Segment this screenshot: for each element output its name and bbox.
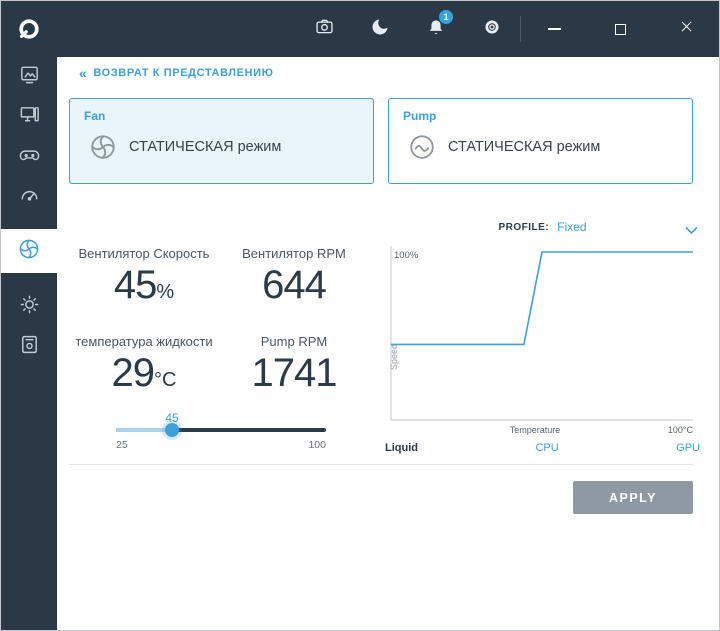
- minimize-button[interactable]: [521, 1, 587, 57]
- gear-icon: [482, 17, 502, 42]
- sidebar-item-lighting[interactable]: [1, 287, 57, 327]
- notifications-button[interactable]: 1: [408, 1, 464, 57]
- sidebar-nav: [1, 57, 57, 630]
- gallery-monitor-icon: [18, 63, 41, 91]
- tab-liquid[interactable]: Liquid: [385, 442, 418, 454]
- settings-button[interactable]: [464, 1, 520, 57]
- stat-value: 644: [262, 263, 327, 307]
- main-content: « ВОЗВРАТ К ПРЕДСТАВЛЕНИЮ Fan: [57, 57, 719, 630]
- device-cards: Fan СТАТИЧЕСКАЯ режим Pump: [69, 98, 693, 184]
- fan-mode-label: СТАТИЧЕСКАЯ режим: [129, 139, 282, 155]
- bell-icon: [426, 17, 446, 42]
- stat-fan-speed: Вентилятор Скорость 45%: [69, 246, 219, 306]
- game-controller-icon: [18, 143, 41, 171]
- notification-badge: 1: [439, 10, 453, 24]
- section-divider: [69, 464, 693, 465]
- titlebar-separator: [520, 16, 521, 42]
- pump-icon: [407, 132, 437, 162]
- y-axis-label: Speed: [389, 344, 399, 370]
- stat-fan-rpm: Вентилятор RPM 644: [219, 246, 369, 306]
- slider-max-label: 100: [308, 439, 326, 451]
- moon-icon: [370, 17, 390, 42]
- fan-card[interactable]: Fan СТАТИЧЕСКАЯ режим: [69, 98, 374, 184]
- sidebar-item-gallery[interactable]: [1, 57, 57, 97]
- stat-label: Вентилятор RPM: [242, 246, 346, 261]
- slider-fill: [116, 428, 172, 432]
- sidebar-item-cooling[interactable]: [1, 229, 57, 273]
- storage-drive-icon: [18, 333, 41, 361]
- x-axis-label: Temperature: [510, 425, 561, 435]
- fan-card-title: Fan: [84, 109, 106, 123]
- slider-track[interactable]: [116, 423, 326, 437]
- pump-card[interactable]: Pump СТАТИЧЕСКАЯ режим: [388, 98, 693, 184]
- slider-min-label: 25: [116, 439, 128, 451]
- sensor-tabs: Liquid CPU GPU: [385, 442, 700, 454]
- y-max-label: 100%: [394, 250, 419, 261]
- sidebar-item-games[interactable]: [1, 137, 57, 177]
- slider-handle[interactable]: [165, 423, 179, 437]
- titlebar-drag-area[interactable]: [57, 1, 296, 57]
- maximize-button[interactable]: [587, 1, 653, 57]
- fan-curve-chart: 100% Speed Temperature 100°C: [389, 246, 694, 435]
- back-chevron-icon: «: [79, 65, 88, 81]
- dark-mode-button[interactable]: [352, 1, 408, 57]
- chevron-down-icon[interactable]: [685, 222, 698, 240]
- close-icon: [679, 19, 694, 39]
- pump-mode-label: СТАТИЧЕСКАЯ режим: [448, 139, 601, 155]
- stat-label: температура жидкости: [75, 334, 213, 349]
- stat-liquid-temp: температура жидкости 29°C: [69, 334, 219, 394]
- slider-value-label: 45: [165, 411, 179, 425]
- tab-gpu[interactable]: GPU: [676, 442, 700, 454]
- fan-curve-panel: PROFILE: Fixed 100% Speed Temperature 10…: [385, 212, 700, 454]
- stat-label: Вентилятор Скорость: [78, 246, 210, 261]
- camera-icon: [314, 16, 335, 42]
- close-button[interactable]: [653, 1, 719, 57]
- profile-value-dropdown[interactable]: Fixed: [557, 220, 587, 234]
- sidebar-item-pc-specs[interactable]: [1, 97, 57, 137]
- profile-label: PROFILE:: [498, 221, 550, 233]
- stat-value: 1741: [251, 351, 338, 395]
- back-to-view-link[interactable]: « ВОЗВРАТ К ПРЕДСТАВЛЕНИЮ: [79, 65, 274, 81]
- sidebar-item-storage[interactable]: [1, 327, 57, 367]
- slider-scale: 25 100: [116, 439, 326, 451]
- x-max-label: 100°C: [668, 425, 694, 435]
- nzxt-logo-icon: [1, 1, 57, 57]
- screenshot-button[interactable]: [296, 1, 352, 57]
- fan-curve-line: [391, 251, 693, 346]
- cooling-fan-icon: [17, 237, 41, 266]
- stat-value: 45%: [113, 263, 175, 307]
- sidebar-item-performance[interactable]: [1, 177, 57, 217]
- performance-gauge-icon: [18, 183, 41, 211]
- fan-speed-slider: 45 25 100: [116, 411, 326, 451]
- apply-button[interactable]: APPLY: [573, 481, 693, 514]
- stat-label: Pump RPM: [260, 334, 328, 349]
- stats-panel: Вентилятор Скорость 45% Вентилятор RPM 6…: [69, 212, 369, 454]
- pump-card-title: Pump: [403, 109, 437, 123]
- profile-selector: PROFILE: Fixed: [385, 218, 700, 236]
- back-link-label: ВОЗВРАТ К ПРЕДСТАВЛЕНИЮ: [93, 67, 274, 79]
- pc-specs-icon: [18, 103, 41, 131]
- title-bar: 1: [1, 1, 719, 57]
- stat-value: 29°C: [111, 351, 177, 395]
- maximize-icon: [614, 23, 626, 35]
- tab-cpu[interactable]: CPU: [535, 442, 559, 454]
- minimize-icon: [547, 28, 561, 30]
- stat-pump-rpm: Pump RPM 1741: [219, 334, 369, 394]
- lighting-sun-icon: [18, 293, 41, 321]
- fan-icon: [88, 132, 118, 162]
